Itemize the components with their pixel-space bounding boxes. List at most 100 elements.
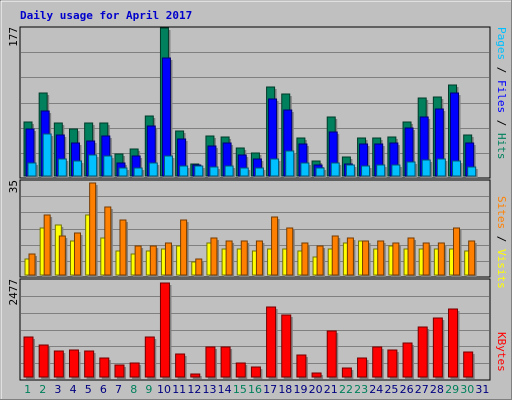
x-tick-label: 24 xyxy=(369,383,383,396)
bar-kbytes xyxy=(326,330,337,378)
x-tick-label: 13 xyxy=(203,383,217,396)
panel-hits: 177 xyxy=(7,26,491,179)
bar-sites xyxy=(58,235,66,276)
panel-visits-ymax-label: 35 xyxy=(7,180,20,193)
legend-separator-2: / xyxy=(495,113,508,133)
bar-pages xyxy=(194,165,204,177)
x-tick-label: 12 xyxy=(187,383,201,396)
bar-kbytes xyxy=(250,366,261,378)
bar-sites xyxy=(43,214,51,276)
bar-sites xyxy=(331,235,339,276)
bar-sites xyxy=(453,227,461,276)
x-tick-label: 15 xyxy=(233,383,247,396)
x-tick-label: 31 xyxy=(475,383,489,396)
bar-pages xyxy=(239,167,249,177)
legend-kbytes: KBytes xyxy=(495,332,508,372)
bar-sites xyxy=(149,245,157,276)
legend-hits-panel: Pages / Files / Hits xyxy=(495,27,508,160)
panel-kbytes: 2477 xyxy=(7,278,491,381)
x-tick-label: 26 xyxy=(400,383,414,396)
bar-sites xyxy=(89,182,97,276)
legend-sites: Sites xyxy=(495,196,508,229)
legend-visits: Visits xyxy=(495,249,508,289)
x-tick-label: 6 xyxy=(100,383,107,396)
panel-kbytes-ymax-label: 2477 xyxy=(7,279,20,306)
bar-pages xyxy=(285,150,295,177)
bar-sites xyxy=(225,240,233,276)
bar-pages xyxy=(148,162,158,177)
bar-pages xyxy=(209,166,219,177)
bar-sites xyxy=(301,242,309,276)
bar-pages xyxy=(300,162,310,177)
panel-hits-ymax-label: 177 xyxy=(7,27,20,47)
bar-kbytes xyxy=(53,350,64,378)
bar-pages xyxy=(406,161,416,177)
bar-kbytes xyxy=(99,357,110,378)
bar-pages xyxy=(179,165,189,177)
bar-sites xyxy=(164,242,172,276)
bar-kbytes xyxy=(402,342,413,378)
bar-pages xyxy=(315,167,325,177)
bar-kbytes xyxy=(23,336,34,378)
bar-sites xyxy=(119,219,127,276)
bar-kbytes xyxy=(266,306,277,378)
bar-pages xyxy=(270,158,280,177)
bar-kbytes xyxy=(68,349,79,378)
bar-pages xyxy=(103,155,113,177)
bar-pages xyxy=(361,165,371,177)
x-tick-label: 3 xyxy=(54,383,61,396)
legend-separator-3: / xyxy=(495,229,508,249)
bar-kbytes xyxy=(417,326,428,378)
x-tick-label: 1 xyxy=(24,383,31,396)
bar-sites xyxy=(240,240,248,276)
x-tick-label: 30 xyxy=(460,383,474,396)
bar-kbytes xyxy=(341,367,352,378)
bar-kbytes xyxy=(463,351,474,378)
bar-kbytes xyxy=(38,344,49,378)
x-tick-label: 16 xyxy=(248,383,262,396)
x-tick-label: 19 xyxy=(293,383,307,396)
x-tick-label: 28 xyxy=(430,383,444,396)
bar-sites xyxy=(180,219,188,276)
bar-kbytes xyxy=(372,346,383,378)
bar-sites xyxy=(422,242,430,276)
bar-pages xyxy=(330,162,340,177)
bar-sites xyxy=(407,237,415,276)
x-tick-label: 25 xyxy=(384,383,398,396)
bar-pages xyxy=(254,167,264,177)
bar-sites xyxy=(28,253,36,276)
bar-pages xyxy=(224,165,234,177)
bar-pages xyxy=(72,160,82,177)
bar-sites xyxy=(255,240,263,276)
bar-pages xyxy=(452,160,462,177)
x-tick-label: 4 xyxy=(70,383,77,396)
bar-kbytes xyxy=(190,373,201,378)
bar-pages xyxy=(345,164,355,177)
panel-hits-bars xyxy=(23,27,478,178)
bar-pages xyxy=(27,162,37,177)
x-tick-label: 18 xyxy=(278,383,292,396)
bar-kbytes xyxy=(432,317,443,378)
x-tick-label: 9 xyxy=(145,383,152,396)
legend-visits-panel: Sites / Visits xyxy=(495,196,508,289)
bar-sites xyxy=(437,242,445,276)
bar-kbytes xyxy=(311,372,322,378)
bar-kbytes xyxy=(296,354,307,378)
x-tick-label: 20 xyxy=(309,383,323,396)
bar-pages xyxy=(467,166,477,177)
legend-hits: Hits xyxy=(495,133,508,160)
x-tick-label: 14 xyxy=(218,383,232,396)
bar-pages xyxy=(163,155,173,177)
bar-kbytes xyxy=(281,314,292,378)
bar-pages xyxy=(118,167,128,177)
x-tick-label: 17 xyxy=(263,383,277,396)
bar-kbytes xyxy=(357,357,368,378)
x-tick-label: 22 xyxy=(339,383,353,396)
x-tick-label: 11 xyxy=(172,383,186,396)
bar-pages xyxy=(57,158,67,177)
legend-pages: Pages xyxy=(495,27,508,60)
panel-visits-bars xyxy=(24,182,477,277)
bar-kbytes xyxy=(159,282,170,378)
bar-sites xyxy=(286,227,294,276)
bar-kbytes xyxy=(84,350,95,378)
